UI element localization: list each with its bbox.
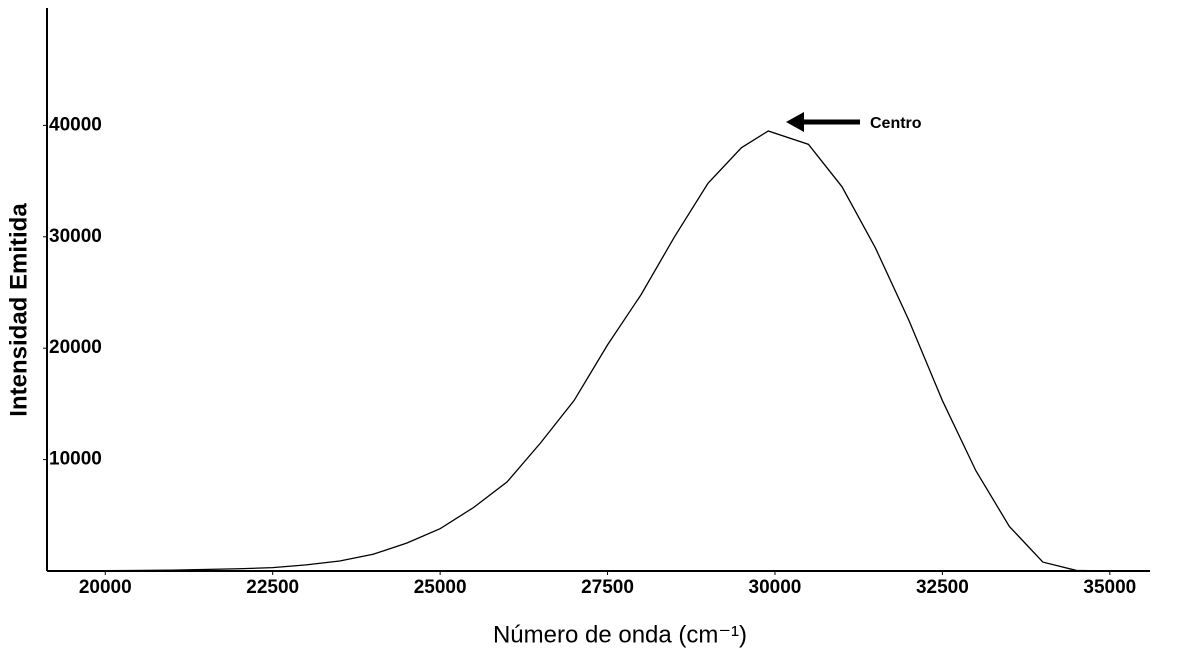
x-tick-label: 30000 — [749, 577, 802, 598]
y-tick-label: 10000 — [49, 449, 102, 470]
y-tick-label: 20000 — [49, 337, 102, 358]
x-tick-label: 22500 — [246, 577, 299, 598]
x-tick-label: 25000 — [414, 577, 467, 598]
x-tick-label: 32500 — [916, 577, 969, 598]
annotation: Centro — [870, 115, 922, 132]
x-tick-label: 35000 — [1083, 577, 1136, 598]
y-tick-label: 40000 — [49, 114, 102, 135]
y-tick-label: 30000 — [49, 226, 102, 247]
x-tick-label: 27500 — [581, 577, 634, 598]
x-tick-label: 20000 — [79, 577, 132, 598]
y-axis-label: Intensidad Emitida — [5, 203, 32, 417]
spectrum-line — [46, 130, 1150, 572]
annotation-arrowhead — [786, 112, 804, 132]
x-axis-label: Número de onda (cm⁻¹) — [493, 621, 747, 648]
